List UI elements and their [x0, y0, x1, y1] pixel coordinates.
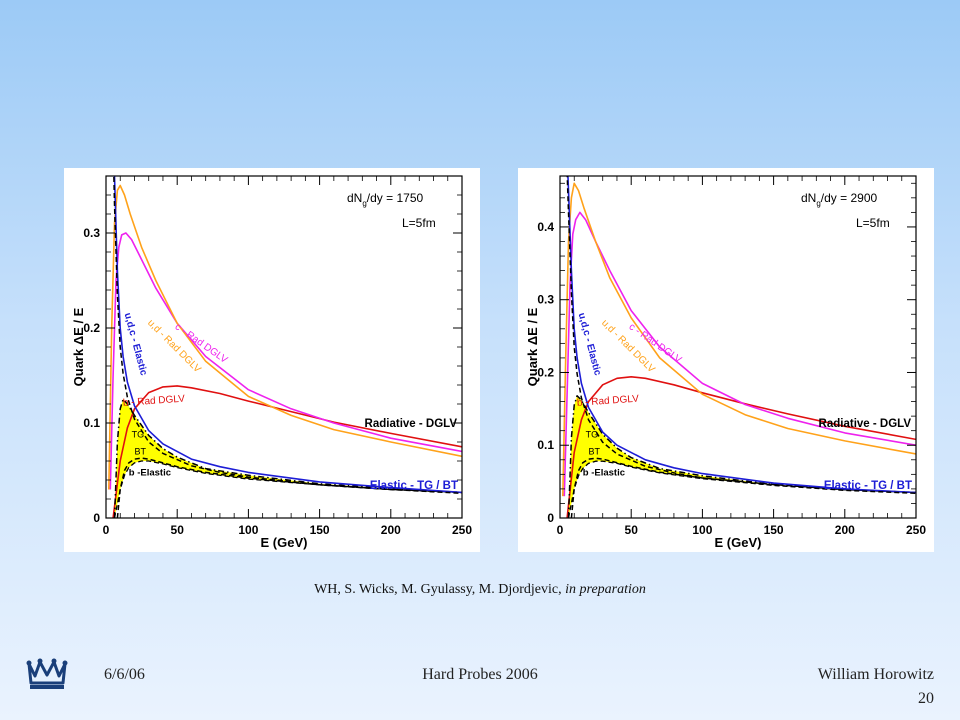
x-tick-label: 50 [625, 523, 639, 537]
citation-status: in preparation [565, 582, 646, 597]
footer-event: Hard Probes 2006 [422, 666, 538, 683]
chart-right-svg: 0 50 100 150 200 250 0 0.1 0.2 0.3 0.4 E (GeV) Quark… [525, 175, 926, 550]
x-tick-label: 0 [103, 523, 110, 537]
x-tick-label: 200 [381, 523, 401, 537]
y-tick-label: 0 [547, 511, 554, 525]
annotation-b-elastic: b -Elastic [129, 467, 171, 478]
y-axis-label: Quark ΔE / E [525, 307, 540, 386]
y-tick-label: 0.2 [83, 321, 100, 335]
plot-area [562, 176, 916, 518]
y-axis-label: Quark ΔE / E [71, 307, 86, 386]
series-bt-light-elastic [566, 176, 916, 495]
annotation-bt: BT [588, 446, 600, 456]
x-tick-label: 150 [310, 523, 330, 537]
citation-authors: WH, S. Wicks, M. Gyulassy, M. Djordjevic… [314, 582, 562, 597]
annotation-dndy-prefix: dN [801, 191, 816, 205]
x-tick-label: 150 [764, 523, 784, 537]
chart-right: 0 50 100 150 200 250 0 0.1 0.2 0.3 0.4 E (GeV) Quark… [518, 168, 934, 552]
series-b-rad [566, 376, 916, 518]
annotation-b-rad: b - Rad DGLV [577, 394, 640, 409]
x-tick-label: 100 [692, 523, 712, 537]
footer-page-number: 20 [918, 690, 934, 707]
y-tick-label: 0.1 [83, 416, 100, 430]
series-tg-light-elastic [567, 176, 916, 494]
y-tick-label: 0.1 [537, 438, 554, 452]
x-tick-label: 250 [906, 523, 926, 537]
annotation-tg: TG [586, 429, 599, 439]
x-tick-label: 200 [835, 523, 855, 537]
chart-left-svg: 0 50 100 150 200 250 0 0.1 0.2 0.3 E (GeV) Quark ΔE… [71, 175, 472, 550]
y-tick-label: 0 [93, 511, 100, 525]
annotation-uds-rad: u,d - Rad DGLV [599, 318, 657, 376]
x-axis-label: E (GeV) [261, 535, 308, 550]
plot-area [108, 176, 462, 518]
annotation-dndy-suffix: /dy = 2900 [821, 191, 878, 205]
annotation-elastic-group: Elastic - TG / BT [824, 480, 912, 492]
annotation-dndy-sub: g [816, 199, 820, 208]
series-elastic-band-upper [567, 395, 916, 518]
annotation-radiative-group: Radiative - DGLV [819, 418, 912, 430]
y-tick-label: 0.2 [537, 365, 554, 379]
annotation-elastic-group: Elastic - TG / BT [370, 480, 458, 492]
y-tick-label: 0.3 [537, 293, 554, 307]
annotation-bt: BT [134, 446, 146, 456]
annotation-tg: TG [132, 429, 145, 439]
crown-icon [26, 658, 68, 689]
annotation-length: L=5fm [402, 216, 436, 230]
series-b-elastic [116, 457, 462, 518]
series-bt-light-elastic [113, 176, 462, 495]
annotation-dndy: dNg/dy = 1750 [347, 191, 424, 208]
annotation-b-rad: b - Rad DGLV [123, 394, 186, 409]
citation: WH, S. Wicks, M. Gyulassy, M. Djordjevic… [0, 582, 960, 598]
annotation-dndy-suffix: /dy = 1750 [367, 191, 424, 205]
x-tick-label: 100 [238, 523, 258, 537]
x-axis-label: E (GeV) [715, 535, 762, 550]
annotation-udc-elastic: u,d,c - Elastic [576, 312, 603, 378]
annotation-dndy-sub: g [362, 199, 366, 208]
series-tg-light-elastic [113, 176, 462, 494]
chart-left: 0 50 100 150 200 250 0 0.1 0.2 0.3 E (GeV) Quark ΔE… [64, 168, 480, 552]
x-tick-label: 0 [557, 523, 564, 537]
x-tick-label: 50 [171, 523, 185, 537]
x-tick-label: 250 [452, 523, 472, 537]
plot-frame [559, 175, 917, 519]
annotation-radiative-group: Radiative - DGLV [365, 418, 458, 430]
annotation-dndy-prefix: dN [347, 191, 362, 205]
annotation-length: L=5fm [856, 216, 890, 230]
annotation-dndy: dNg/dy = 2900 [801, 191, 878, 208]
series-elastic-band-upper [113, 398, 462, 518]
series-b-elastic [570, 457, 916, 518]
y-tick-label: 0.3 [83, 226, 100, 240]
annotation-b-elastic: b -Elastic [583, 467, 625, 478]
footer-date: 6/6/06 [104, 666, 145, 683]
y-tick-label: 0.4 [537, 220, 554, 234]
footer-author: William Horowitz [817, 666, 934, 683]
